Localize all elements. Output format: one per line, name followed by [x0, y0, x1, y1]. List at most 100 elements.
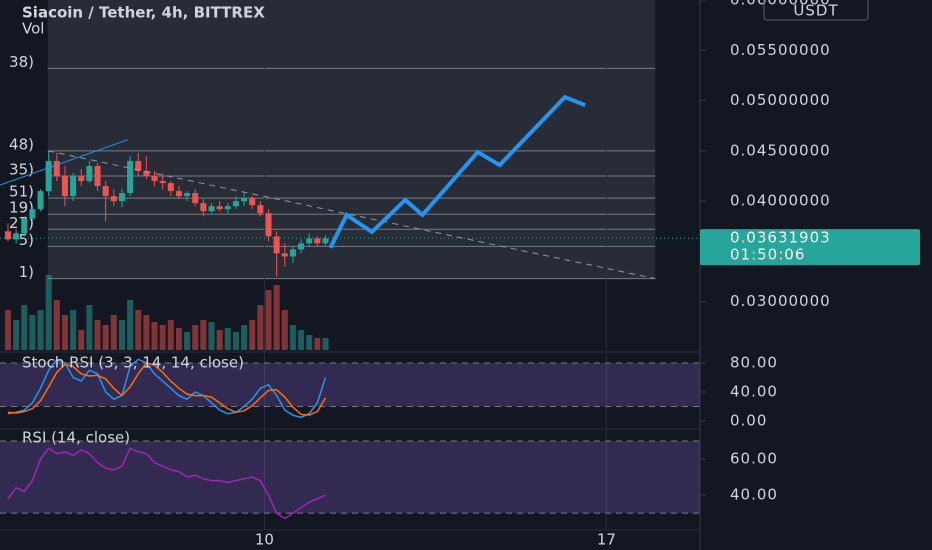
- volume-bar: [257, 305, 264, 350]
- volume-bar: [151, 322, 158, 350]
- indicator-title: RSI (14, close): [22, 429, 130, 447]
- candle-body: [257, 205, 264, 214]
- currency-box: [763, 0, 869, 21]
- y-tick-label: 60.00: [730, 450, 778, 468]
- fib-label: 35): [9, 161, 34, 179]
- candle-body: [4, 231, 11, 240]
- volume-bar: [224, 328, 231, 350]
- y-tick-label: 0.00: [730, 411, 767, 429]
- volume-bar: [232, 332, 239, 350]
- volume-bar: [192, 325, 199, 350]
- candle-body: [232, 201, 239, 207]
- candle-body: [53, 160, 60, 177]
- candle-body: [306, 238, 313, 244]
- indicator-line: [7, 447, 326, 520]
- volume-bar: [86, 305, 93, 350]
- volume-bar: [159, 325, 166, 350]
- projection-line: [328, 94, 586, 249]
- band: [0, 362, 700, 407]
- fib-label: 5): [19, 231, 34, 249]
- candle-body: [151, 176, 158, 182]
- y-tick-label: 40.00: [730, 382, 778, 400]
- candle-body: [265, 213, 272, 237]
- volume-bar: [322, 338, 329, 350]
- volume-bar: [298, 330, 305, 350]
- volume-bar: [29, 315, 36, 350]
- y-tick-label: 0.04000000: [730, 192, 831, 210]
- candle-body: [29, 209, 36, 219]
- fib-label: 51): [9, 183, 34, 201]
- fib-label: 48): [9, 135, 34, 153]
- volume-bar: [4, 310, 11, 350]
- candle-body: [45, 160, 52, 192]
- currency: USDT: [793, 2, 838, 20]
- candle-body: [13, 233, 20, 240]
- volume-bar: [200, 320, 207, 350]
- volume-bar: [249, 320, 256, 350]
- volume-bar: [216, 330, 223, 350]
- candle-body: [216, 206, 223, 210]
- candle-body: [143, 170, 150, 177]
- volume-bar: [61, 315, 68, 350]
- candle-body: [314, 238, 321, 244]
- candle-body: [289, 249, 296, 257]
- volume-bar: [37, 310, 44, 350]
- volume-bar: [289, 325, 296, 350]
- x-tick-label: 10: [255, 531, 274, 549]
- y-tick-label: 0.05500000: [730, 41, 831, 59]
- candle-body: [86, 165, 93, 182]
- last-price-box: [700, 229, 920, 266]
- volume-bar: [241, 325, 248, 350]
- candle-body: [224, 206, 231, 210]
- volume-bar: [175, 328, 182, 350]
- indicator-line: [7, 362, 327, 416]
- band: [0, 440, 700, 514]
- volume-bar: [70, 310, 77, 350]
- fib-label: 1): [19, 263, 34, 281]
- candle-body: [37, 191, 44, 210]
- candle-body: [249, 198, 256, 206]
- candle-body: [322, 238, 329, 244]
- volume-bar: [13, 320, 20, 350]
- volume-bar: [143, 315, 150, 350]
- chart-title: Siacoin / Tether, 4h, BITTREX: [22, 4, 265, 22]
- fib-label: 38): [9, 53, 34, 71]
- candle-body: [241, 198, 248, 202]
- volume-bar: [135, 310, 142, 350]
- volume-bar: [281, 310, 288, 350]
- volume-bar: [78, 330, 85, 350]
- candle-body: [281, 253, 288, 257]
- candle-body: [159, 181, 166, 184]
- trend-line: [47, 150, 656, 280]
- volume-bar: [306, 335, 313, 350]
- candle-body: [118, 193, 125, 202]
- candle-body: [110, 196, 117, 202]
- volume-bar: [127, 300, 134, 350]
- candle-body: [273, 236, 280, 254]
- volume-bar: [273, 285, 280, 350]
- volume-bar: [45, 275, 52, 350]
- candle-body: [61, 176, 68, 197]
- volume-bar: [102, 325, 109, 350]
- candle-body: [192, 193, 199, 204]
- candle-body: [298, 243, 305, 250]
- volume-bar: [184, 332, 191, 350]
- candle-body: [184, 193, 191, 197]
- y-tick-label: 40.00: [730, 486, 778, 504]
- y-tick-label: 80.00: [730, 353, 778, 371]
- volume-bar: [53, 300, 60, 350]
- candle-body: [102, 186, 109, 197]
- volume-bar: [94, 320, 101, 350]
- y-tick-label: 0.04500000: [730, 141, 831, 159]
- volume-title: Vol: [22, 20, 44, 38]
- candle-body: [70, 176, 77, 197]
- candle-body: [200, 203, 207, 212]
- y-tick-label: 0.06000000: [730, 0, 831, 9]
- candle-body: [127, 160, 134, 194]
- y-tick-label: 0.05000000: [730, 91, 831, 109]
- candle-body: [175, 191, 182, 197]
- fib-label: 19): [9, 199, 34, 217]
